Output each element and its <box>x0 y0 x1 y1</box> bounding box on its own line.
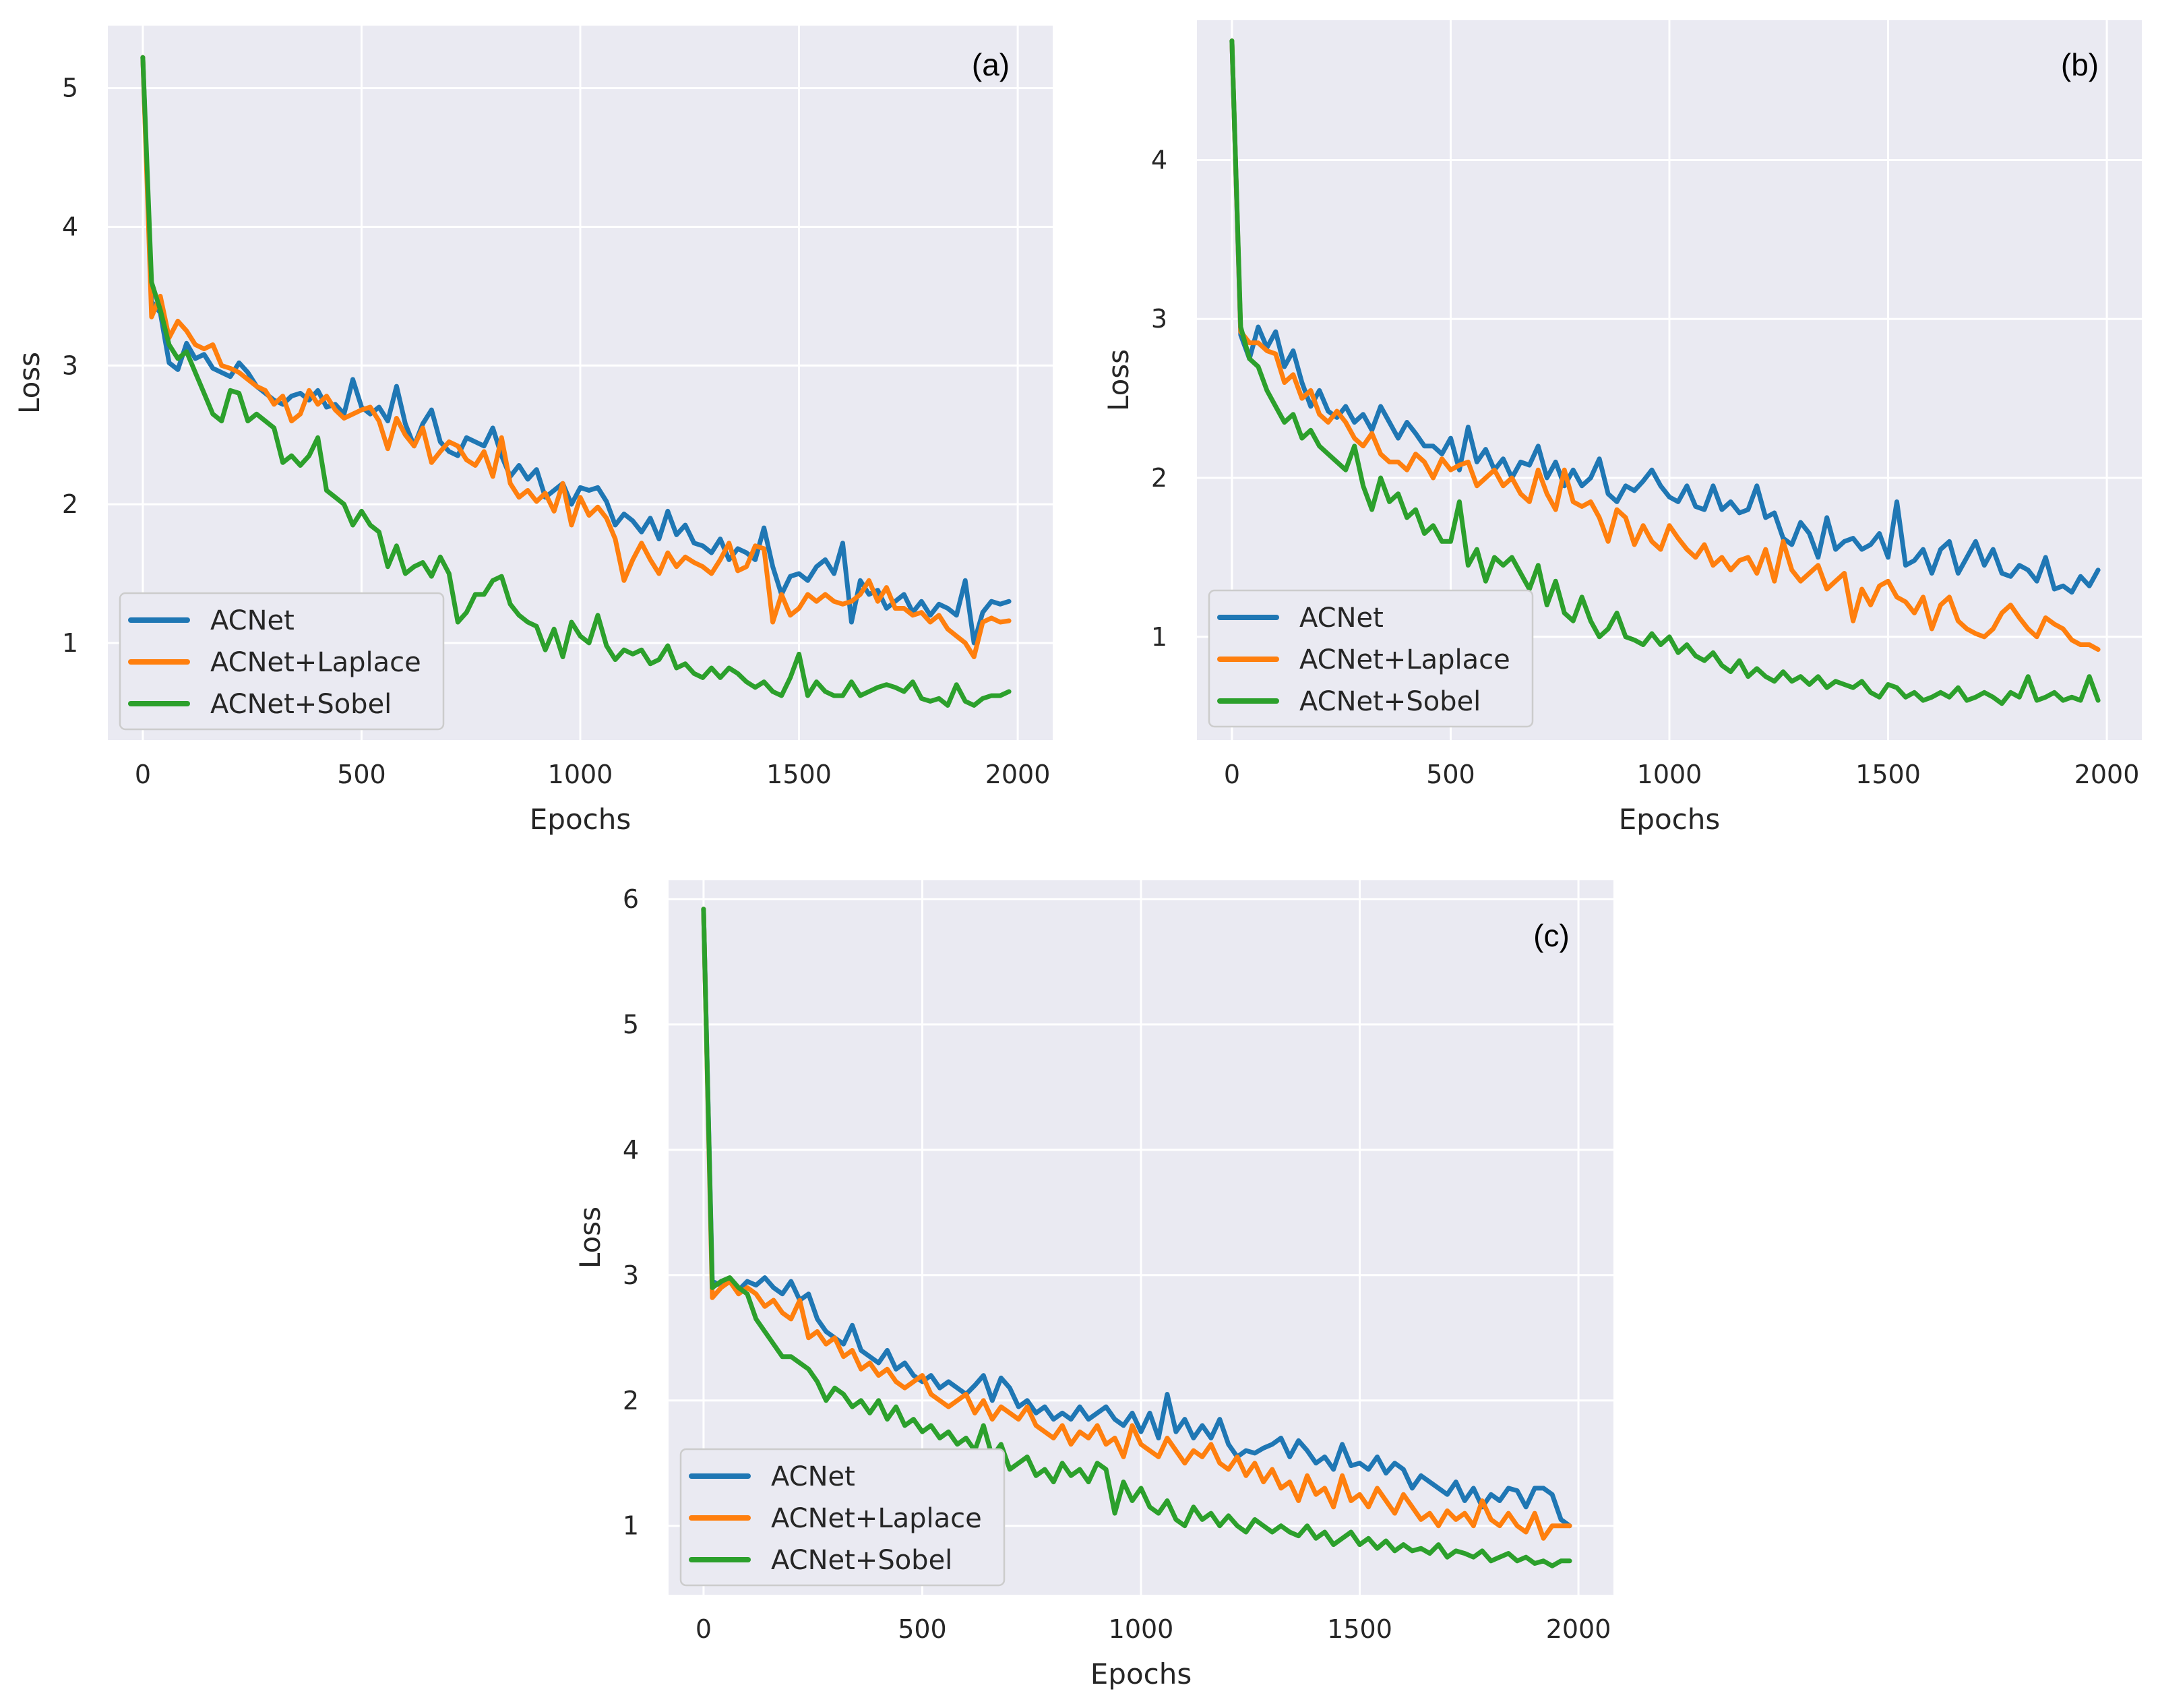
series-line-acnet <box>701 907 1572 1529</box>
y-tick-label: 2 <box>62 489 78 519</box>
x-tick-label: 1500 <box>1855 760 1921 789</box>
y-tick-label: 2 <box>1151 463 1167 493</box>
series-line-acnet-laplace <box>140 55 1012 659</box>
x-axis-label: Epochs <box>1090 1657 1192 1690</box>
x-tick-label: 500 <box>898 1614 947 1644</box>
series-line-acnet-laplace <box>1229 38 2101 652</box>
x-tick-label: 1000 <box>548 760 613 789</box>
series-line-acnet-sobel <box>1229 38 2101 706</box>
series-line-acnet-sobel <box>701 907 1572 1568</box>
x-tick-label: 2000 <box>2074 760 2140 789</box>
y-tick-label: 1 <box>1151 622 1167 652</box>
x-tick-label: 0 <box>135 760 151 789</box>
legend-frame <box>119 592 445 731</box>
x-tick-label: 0 <box>696 1614 712 1644</box>
chart-panel-c: 0 500 1000 1500 2000 1 2 3 4 5 6 Epochs Loss (c) ACNet… <box>574 880 1613 1690</box>
legend-label-acnet-sobel: ACNet+Sobel <box>210 689 392 720</box>
x-tick-label: 500 <box>1426 760 1475 789</box>
x-tick-label: 2000 <box>1546 1614 1611 1644</box>
legend-label-acnet-sobel: ACNet+Sobel <box>771 1545 952 1576</box>
series-line-acnet-laplace <box>701 907 1572 1541</box>
panel-label-c: (c) <box>1533 918 1570 953</box>
legend-label-acnet: ACNet <box>210 605 295 636</box>
legend: ACNet ACNet+Laplace ACNet+Sobel <box>119 592 445 731</box>
y-axis-label: Loss <box>574 1207 607 1269</box>
y-tick-label: 4 <box>623 1135 639 1165</box>
x-tick-label: 1000 <box>1109 1614 1174 1644</box>
y-tick-label: 3 <box>1151 304 1167 334</box>
panel-label-a: (a) <box>972 47 1010 82</box>
legend: ACNet ACNet+Laplace ACNet+Sobel <box>1208 589 1534 728</box>
x-axis-label: Epochs <box>530 803 631 836</box>
x-tick-label: 2000 <box>985 760 1051 789</box>
series-line-acnet <box>1229 38 2101 595</box>
legend: ACNet ACNet+Laplace ACNet+Sobel <box>679 1448 1006 1587</box>
y-tick-label: 4 <box>1151 145 1167 175</box>
legend-label-acnet: ACNet <box>1299 603 1384 634</box>
legend-label-acnet-sobel: ACNet+Sobel <box>1299 686 1481 717</box>
legend-label-acnet-laplace: ACNet+Laplace <box>1299 644 1510 675</box>
x-tick-label: 1500 <box>1327 1614 1392 1644</box>
y-axis-label: Loss <box>1102 349 1135 411</box>
legend-frame <box>679 1448 1006 1587</box>
chart-panel-a: 0 500 1000 1500 200012345EpochsLoss(a)ACNetA… <box>13 26 1053 836</box>
legend-label-acnet-laplace: ACNet+Laplace <box>210 647 421 678</box>
y-tick-label: 6 <box>623 884 639 914</box>
y-tick-label: 5 <box>62 73 78 103</box>
y-tick-label: 1 <box>62 628 78 658</box>
x-tick-label: 1000 <box>1637 760 1702 789</box>
x-tick-label: 0 <box>1224 760 1240 789</box>
legend-frame <box>1208 589 1534 728</box>
y-tick-label: 3 <box>62 350 78 380</box>
x-axis-label: Epochs <box>1619 803 1721 836</box>
series-line-acnet-sobel <box>140 55 1012 708</box>
y-axis-label: Loss <box>13 352 46 414</box>
legend-label-acnet-laplace: ACNet+Laplace <box>771 1503 982 1534</box>
x-tick-label: 1500 <box>766 760 832 789</box>
chart-panel-b: 0 500 1000 1500 20001234EpochsLoss(b)ACNetAC… <box>1102 20 2142 836</box>
y-tick-label: 2 <box>623 1386 639 1415</box>
y-tick-label: 4 <box>62 212 78 241</box>
y-tick-label: 5 <box>623 1010 639 1039</box>
y-tick-label: 3 <box>623 1260 639 1290</box>
legend-label-acnet: ACNet <box>771 1461 855 1492</box>
panel-label-b: (b) <box>2061 47 2099 82</box>
y-tick-label: 1 <box>623 1511 639 1541</box>
x-tick-label: 500 <box>337 760 386 789</box>
